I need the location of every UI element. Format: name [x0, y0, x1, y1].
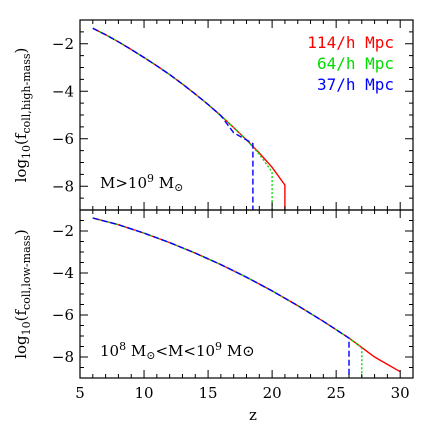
mass-range-annotation-high-mass: M>109 M⊙ [100, 172, 183, 194]
y-axis-label-high-mass: log10(fcoll,high-mass) [12, 48, 33, 183]
x-tick-label: 20 [263, 384, 282, 402]
series-line-high-mass-37 [92, 27, 254, 210]
panel-high-mass: −2 −4 −6 −8 log10(fcoll,high-mass) M>109 M⊙ [12, 19, 414, 211]
y-tick-label: −4 [52, 82, 74, 100]
y-tick-label: −2 [52, 35, 74, 53]
mass-range-annotation-low-mass: 108 M⊙<M<109 M⊙ [100, 340, 255, 362]
y-tick-label: −6 [52, 306, 74, 324]
x-tick-label: 5 [75, 384, 85, 402]
x-axis-label: z [249, 406, 257, 424]
x-tick-labels: 5 10 15 20 25 30 [75, 384, 410, 402]
y-tick-label: −8 [52, 348, 74, 366]
legend-entry: 114/h Mpc [307, 33, 394, 52]
legend: 114/h Mpc 64/h Mpc 37/h Mpc [307, 33, 394, 94]
series-line-low-mass-37 [92, 217, 350, 378]
y-tick-label: −4 [52, 264, 74, 282]
legend-entry: 64/h Mpc [317, 54, 394, 73]
x-tick-label: 25 [327, 384, 346, 402]
y-tick-label: −8 [52, 177, 74, 195]
x-tick-label: 15 [199, 384, 218, 402]
panel-low-mass: −2 −4 −6 −8 log10(fcoll,low-mass) 108 M⊙<M<10… [12, 209, 414, 379]
legend-entry: 37/h Mpc [317, 75, 394, 94]
y-axis-label-low-mass: log10(fcoll,low-mass) [12, 229, 33, 359]
y-tick-label: −6 [52, 130, 74, 148]
x-tick-label: 10 [134, 384, 153, 402]
y-tick-label: −2 [52, 222, 74, 240]
x-tick-label: 30 [391, 384, 410, 402]
